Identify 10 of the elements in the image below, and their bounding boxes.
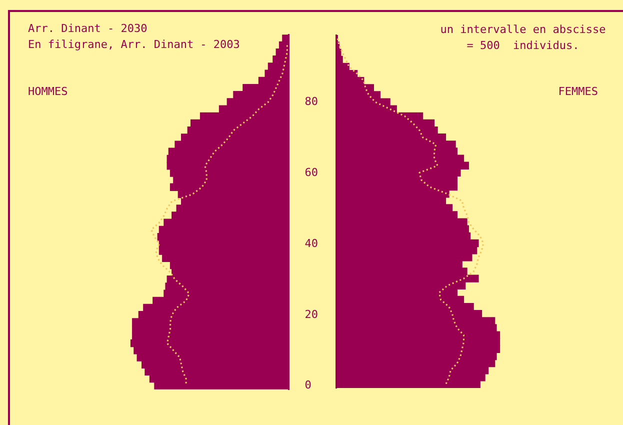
chart-title: Arr. Dinant - 2030 [28,22,148,35]
annotation: un intervalle en abscisse = 500 individus. [439,22,607,54]
text: HOMMES [28,85,68,98]
annotation: En filigrane, Arr. Dinant - 2003 [28,38,240,51]
y-tick-label: 20 [304,308,318,321]
y-tick-label: 80 [304,94,318,108]
y-tick-label: 40 [304,236,318,250]
y-tick-label: 0 [304,378,312,392]
text: FEMMES [558,85,598,98]
y-tick-label: 60 [304,166,318,179]
